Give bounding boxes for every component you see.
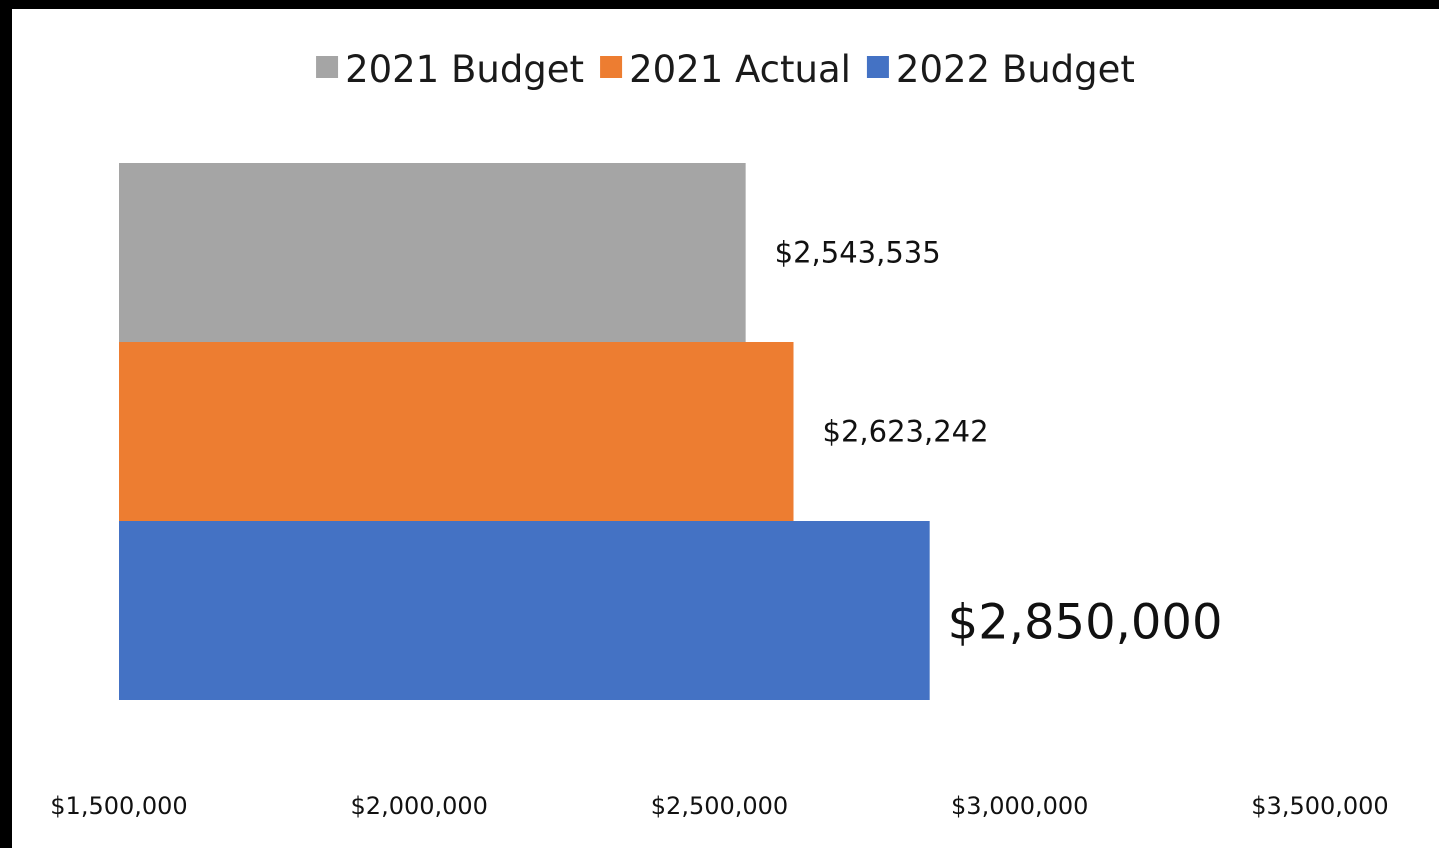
x-tick-label: $1,500,000 [50,792,187,820]
x-tick-label: $3,000,000 [951,792,1088,820]
x-axis-ticks: $1,500,000 $2,000,000 $2,500,000 $3,000,000… [50,792,1388,820]
legend-label: 2022 Budget [896,48,1135,91]
data-label-2022-budget: $2,850,000 [948,595,1223,651]
x-tick-label: $2,000,000 [351,792,488,820]
x-tick-label: $2,500,000 [651,792,788,820]
legend-label: 2021 Actual [629,48,851,91]
legend-item-2022-budget: 2022 Budget [866,48,1135,91]
bar-2021-budget [119,163,746,342]
legend: 2021 Budget 2021 Actual 2022 Budget [316,48,1135,91]
legend-item-2021-actual: 2021 Actual [600,48,851,91]
bar-2022-budget [119,521,930,700]
legend-item-2021-budget: 2021 Budget [316,48,584,91]
x-tick-label: $3,500,000 [1251,792,1388,820]
data-label-2021-budget: $2,543,535 [775,236,941,270]
data-labels: $2,543,535 $2,623,242 $2,850,000 [775,236,1223,651]
bar-2021-actual [119,342,794,521]
legend-swatch [600,56,623,78]
legend-label: 2021 Budget [345,48,584,91]
legend-swatch [866,56,889,78]
legend-swatch [316,56,339,78]
bars [119,163,930,700]
data-label-2021-actual: $2,623,242 [823,415,989,449]
